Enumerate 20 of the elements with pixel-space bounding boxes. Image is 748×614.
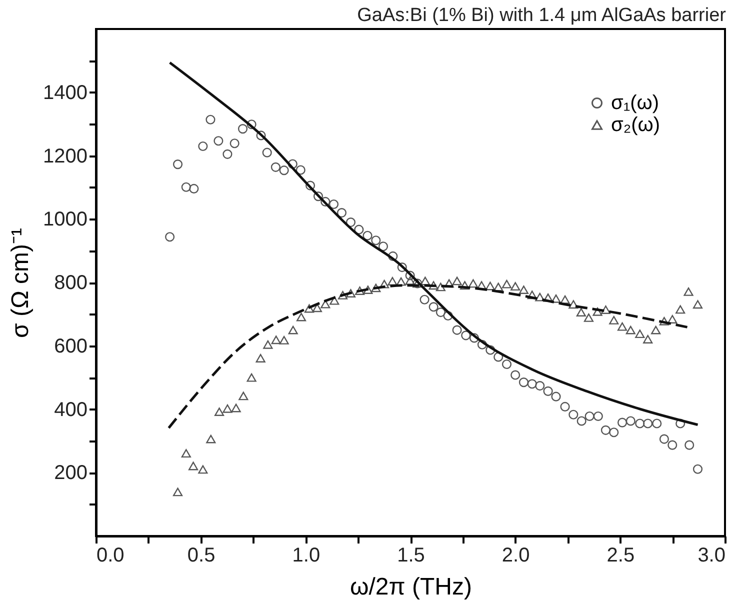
x-axis-title: ω/2π (THz) xyxy=(350,574,472,600)
legend-label: σ₂(ω) xyxy=(611,114,660,136)
chart-title: GaAs:Bi (1% Bi) with 1.4 μm AlGaAs barrier xyxy=(357,5,727,26)
y-axis-title: σ (Ω cm)⁻¹ xyxy=(7,228,34,338)
x-tick-label: 2.5 xyxy=(606,544,635,566)
y-tick-label: 200 xyxy=(54,462,88,484)
x-tick-label: 2.0 xyxy=(502,544,530,566)
y-tick-label: 1400 xyxy=(43,82,88,104)
x-tick-label: 3.0 xyxy=(698,544,726,566)
y-tick-label: 1200 xyxy=(43,145,88,168)
x-tick-label: 1.5 xyxy=(397,544,425,566)
x-tick-label: 0.0 xyxy=(96,544,124,566)
legend-label: σ₁(ω) xyxy=(611,92,660,114)
y-tick-label: 800 xyxy=(54,272,88,294)
x-tick-label: 1.0 xyxy=(292,544,320,566)
y-tick-label: 400 xyxy=(54,398,88,421)
y-tick-label: 1000 xyxy=(43,208,88,231)
line-series xyxy=(168,61,699,426)
y-tick-label: 600 xyxy=(54,335,88,358)
x-tick-label: 0.5 xyxy=(187,544,216,566)
